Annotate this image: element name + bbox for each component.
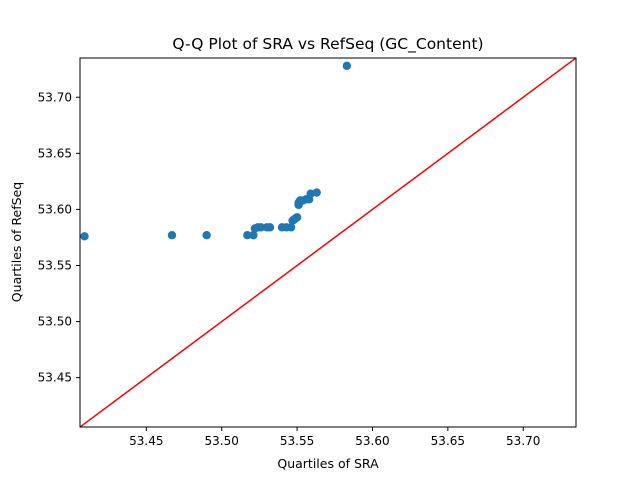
y-tick-label: 53.55 <box>38 258 72 272</box>
x-axis-label: Quartiles of SRA <box>277 456 379 471</box>
y-tick-label: 53.70 <box>38 90 72 104</box>
scatter-point <box>80 232 89 241</box>
scatter-point <box>249 231 258 240</box>
reference-line <box>80 58 576 427</box>
plot-area-frame <box>79 57 577 428</box>
x-tick-label: 53.70 <box>506 434 540 448</box>
scatter-point <box>312 188 321 197</box>
scatter-point <box>265 223 275 232</box>
scatter-point <box>202 231 211 240</box>
y-tick-label: 53.50 <box>38 315 72 329</box>
scatter-point <box>243 231 252 240</box>
chart-title: Q-Q Plot of SRA vs RefSeq (GC_Content) <box>172 35 483 54</box>
y-axis-label: Quartiles of RefSeq <box>9 182 24 302</box>
x-tick-label: 53.65 <box>431 434 465 448</box>
scatter-point <box>342 61 352 71</box>
y-tick-label: 53.45 <box>38 371 72 385</box>
y-tick-label: 53.65 <box>38 146 72 160</box>
scatter-point <box>167 231 177 240</box>
x-tick-label: 53.55 <box>280 434 314 448</box>
x-tick-label: 53.45 <box>129 434 163 448</box>
scatter-point <box>286 223 296 232</box>
y-tick-label: 53.60 <box>38 202 72 216</box>
scatter-point <box>256 223 266 232</box>
x-tick-label: 53.50 <box>205 434 239 448</box>
scatter-point <box>292 213 302 222</box>
x-tick-label: 53.60 <box>355 434 389 448</box>
